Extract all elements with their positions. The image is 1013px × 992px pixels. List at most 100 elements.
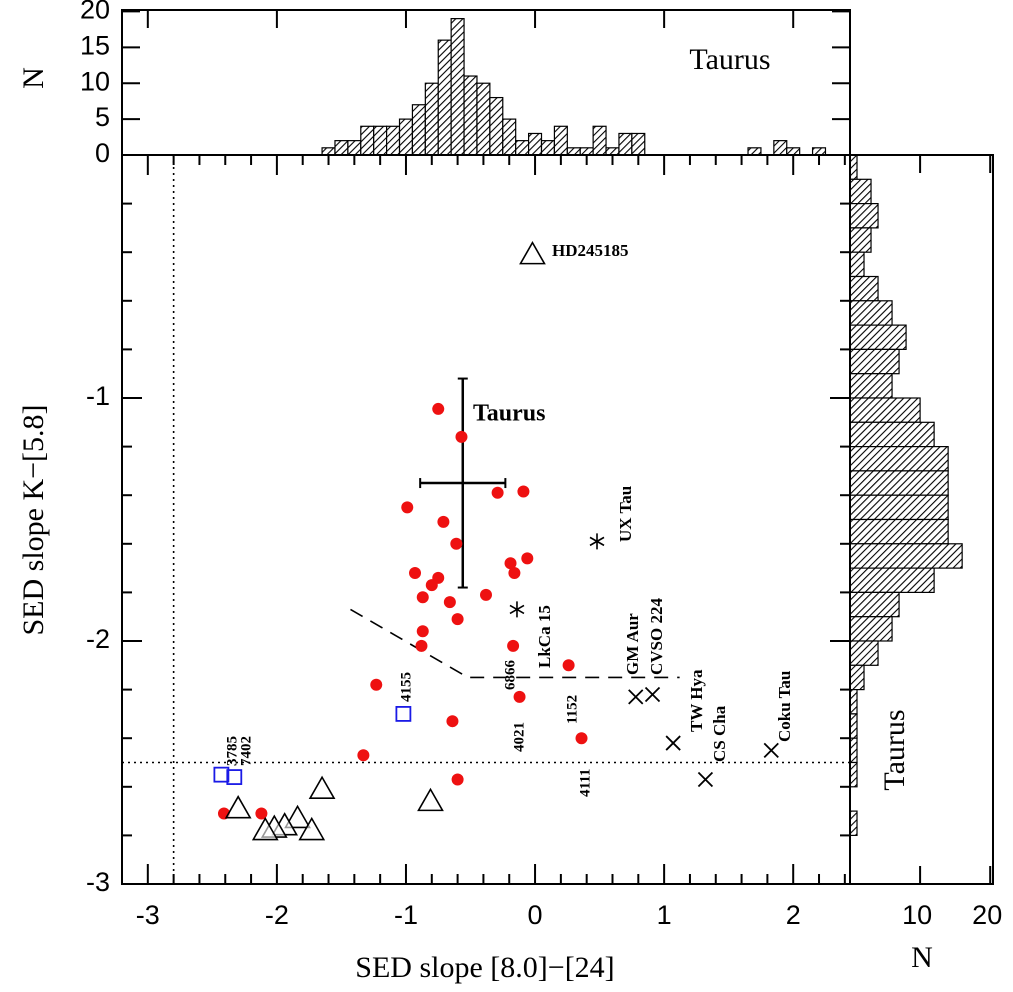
point	[508, 566, 521, 579]
x-tick-label: 20	[972, 900, 1002, 930]
y-tick-label: -2	[86, 624, 110, 654]
x-tick-label: 10	[902, 900, 932, 930]
point	[416, 625, 429, 638]
point	[416, 591, 429, 604]
x-axis-label: N	[911, 941, 933, 974]
annotation: TW Hya	[687, 669, 706, 732]
point	[446, 715, 459, 728]
point	[395, 706, 412, 722]
point	[504, 557, 517, 570]
histogram-bar	[321, 147, 336, 156]
histogram-bar	[373, 125, 388, 156]
point	[284, 804, 311, 829]
point	[251, 816, 279, 841]
histogram-bar	[437, 39, 452, 156]
histogram-bar	[592, 125, 607, 156]
histogram-bar	[849, 543, 963, 569]
point	[451, 773, 464, 786]
histogram-bar	[360, 125, 375, 156]
x-tick-label: -3	[136, 900, 160, 930]
annotation: GM Aur	[623, 613, 642, 675]
point	[213, 766, 230, 783]
histogram-bar	[849, 494, 949, 521]
point	[644, 686, 661, 703]
y-tick-label: -1	[86, 381, 110, 411]
annotation: Coku Tau	[775, 671, 794, 742]
histogram-frame	[849, 154, 994, 885]
y-axis-label: SED slope K−[5.8]	[17, 404, 50, 635]
x-tick-label: 0	[528, 900, 543, 930]
histogram-bar	[527, 132, 543, 156]
point	[507, 639, 520, 652]
point	[575, 732, 588, 745]
point	[763, 742, 779, 758]
y-axis-label: N	[17, 67, 50, 89]
y-tick-label: 15	[80, 30, 110, 60]
annotation: 4155	[398, 672, 414, 702]
annotation: 6866	[502, 660, 518, 691]
annotation: HD245185	[552, 241, 629, 260]
histogram-bar	[849, 616, 893, 642]
point	[357, 749, 370, 762]
histogram-bar	[849, 470, 949, 496]
point	[628, 689, 644, 705]
point	[298, 816, 326, 841]
point	[401, 501, 414, 514]
x-axis-label: SED slope [8.0]−[24]	[355, 951, 614, 984]
histogram-bar	[618, 132, 633, 156]
point	[521, 552, 534, 565]
histogram-bar	[398, 118, 414, 156]
histogram-bar	[605, 147, 620, 156]
point	[226, 769, 243, 785]
histogram-bar	[849, 421, 935, 448]
point	[513, 690, 526, 703]
point	[589, 533, 605, 550]
histogram-bar	[489, 96, 504, 156]
point	[665, 735, 681, 751]
annotation: CS Cha	[710, 705, 729, 762]
annotation: CVSO 224	[647, 598, 666, 675]
histogram-label: Taurus	[689, 43, 770, 76]
histogram-bar	[849, 688, 858, 715]
histogram-bar	[849, 713, 858, 739]
histogram-bar	[463, 75, 478, 156]
histogram-bar	[411, 104, 426, 156]
x-tick-label: -2	[265, 900, 289, 930]
y-tick-label: 10	[80, 66, 110, 96]
annotation: 7402	[238, 736, 254, 766]
annotation: Taurus	[473, 401, 546, 427]
annotation: 1152	[564, 695, 580, 724]
histogram-bar	[849, 178, 872, 205]
histogram-bar	[849, 664, 865, 691]
histogram-bar	[849, 640, 879, 666]
histogram-bar	[450, 18, 465, 156]
point	[415, 639, 428, 652]
histogram-bar	[849, 154, 858, 180]
histogram-bar	[386, 125, 401, 156]
histogram-bar	[849, 518, 949, 545]
histogram-bar	[502, 118, 517, 156]
histogram-bar	[849, 761, 858, 788]
point	[455, 430, 468, 443]
annotation: 4021	[511, 722, 527, 752]
point	[409, 566, 422, 579]
point	[491, 486, 504, 499]
histogram-bar	[811, 147, 827, 156]
histogram-bar	[515, 140, 530, 156]
histogram-bar	[849, 227, 872, 253]
point	[562, 659, 575, 672]
histogram-bar	[849, 810, 858, 836]
histogram-bar	[849, 251, 865, 278]
point	[450, 537, 463, 550]
histogram-bar	[553, 125, 568, 156]
histogram-bar	[540, 140, 556, 156]
histogram-bar	[849, 348, 900, 375]
y-tick-label: 5	[95, 102, 110, 132]
point	[697, 771, 714, 788]
y-tick-label: 0	[95, 138, 110, 168]
histogram-bar	[566, 147, 581, 156]
point	[443, 596, 456, 609]
point	[417, 787, 444, 812]
histogram-bar	[347, 140, 362, 156]
